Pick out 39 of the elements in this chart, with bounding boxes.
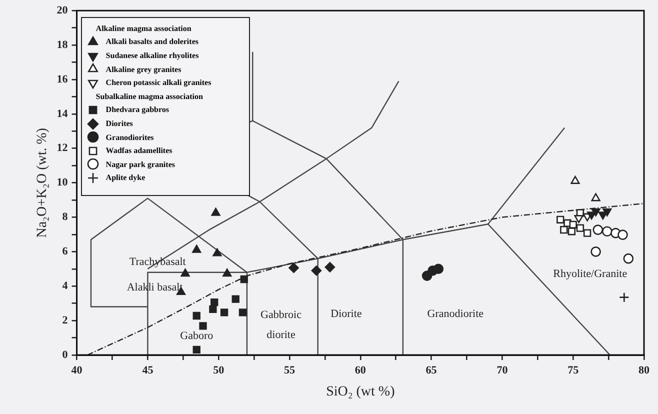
x-tick-label: 55 xyxy=(284,364,296,376)
annotation: Granodiorite xyxy=(427,308,484,320)
y-tick-label: 18 xyxy=(56,38,68,51)
y-tick-label: 4 xyxy=(62,280,68,292)
legend-label: Sudanese alkaline rhyolites xyxy=(106,51,199,60)
y-tick-label: 20 xyxy=(56,4,68,16)
x-tick-label: 50 xyxy=(213,364,225,376)
legend-label: Nagar park granites xyxy=(106,160,175,169)
legend-label: Dhedvara gabbros xyxy=(106,105,169,114)
legend-label: Diorites xyxy=(106,119,133,128)
y-tick-label: 10 xyxy=(56,176,68,189)
x-tick-label: 70 xyxy=(496,364,508,376)
legend-label: Aplite dyke xyxy=(106,173,146,182)
annotation: Gaboro xyxy=(180,330,214,342)
x-tick-label: 45 xyxy=(142,364,154,376)
y-tick-label: 14 xyxy=(56,108,68,120)
x-tick-label: 40 xyxy=(71,364,83,376)
legend-label: Alkali basalts and dolerites xyxy=(106,37,198,46)
x-axis-title: SiO₂ (wt %) xyxy=(326,384,396,400)
x-tick-label: 65 xyxy=(426,364,438,376)
legend-label: Wadfas adamellites xyxy=(106,146,172,156)
text: Subalkaline magma association xyxy=(96,92,203,101)
y-axis-title: Na₂O+K₂O (wt. %) xyxy=(35,128,50,238)
y-tick-label: 12 xyxy=(56,142,68,154)
legend-label: Cheron potassic alkali granites xyxy=(106,78,212,88)
x-tick-label: 60 xyxy=(354,364,366,376)
y-tick-label: 16 xyxy=(56,73,68,86)
x-tick-label: 75 xyxy=(568,364,580,376)
annotation: Diorite xyxy=(330,308,362,320)
annotation: Gabbroic diorite xyxy=(260,308,302,341)
x-tick-label: 80 xyxy=(638,364,650,376)
annotation: Rhyolite/Granite xyxy=(553,268,628,280)
y-tick-label: 2 xyxy=(62,314,68,326)
legend-label: Alkaline grey granites xyxy=(106,64,182,74)
text: Alkaline magma association xyxy=(96,24,192,33)
legend-label: Granodiorites xyxy=(106,132,154,142)
y-tick-label: 0 xyxy=(62,348,68,361)
y-tick-label: 6 xyxy=(62,246,68,258)
y-tick-label: 8 xyxy=(62,211,68,224)
